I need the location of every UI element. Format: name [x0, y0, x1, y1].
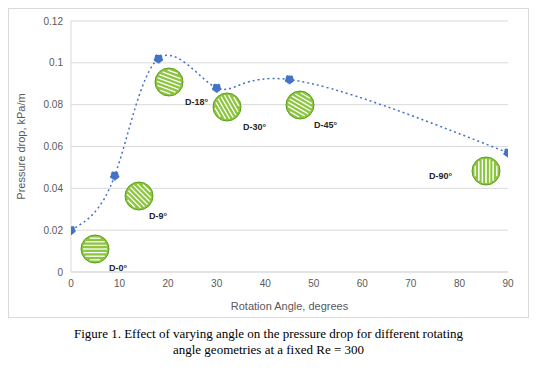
- svg-text:80: 80: [454, 278, 466, 289]
- svg-text:D-45°: D-45°: [314, 120, 338, 130]
- svg-text:70: 70: [405, 278, 417, 289]
- svg-text:0: 0: [57, 267, 63, 278]
- svg-text:0.02: 0.02: [44, 225, 64, 236]
- svg-text:60: 60: [357, 278, 369, 289]
- svg-text:10: 10: [114, 278, 126, 289]
- svg-text:0.06: 0.06: [44, 141, 64, 152]
- svg-text:D-90°: D-90°: [429, 171, 453, 181]
- svg-text:0.04: 0.04: [44, 183, 64, 194]
- svg-text:Rotation Angle, degrees: Rotation Angle, degrees: [231, 300, 349, 312]
- html-text:Figure 1. Effect of varying an: Figure 1. Effect of varying angle on the…: [74, 326, 463, 357]
- svg-text:D-0°: D-0°: [109, 263, 128, 273]
- svg-text:30: 30: [211, 278, 223, 289]
- svg-text:D-18°: D-18°: [185, 97, 209, 107]
- svg-text:D-30°: D-30°: [243, 122, 267, 132]
- svg-text:0.08: 0.08: [44, 99, 64, 110]
- svg-text:40: 40: [260, 278, 272, 289]
- svg-text:50: 50: [308, 278, 320, 289]
- svg-text:0: 0: [68, 278, 74, 289]
- svg-text:0.1: 0.1: [49, 57, 63, 68]
- svg-text:90: 90: [502, 278, 514, 289]
- svg-text:D-9°: D-9°: [149, 211, 168, 221]
- svg-text:0.12: 0.12: [44, 16, 64, 27]
- svg-text:Pressure drop, kPa/m: Pressure drop, kPa/m: [15, 93, 27, 199]
- svg-text:20: 20: [163, 278, 175, 289]
